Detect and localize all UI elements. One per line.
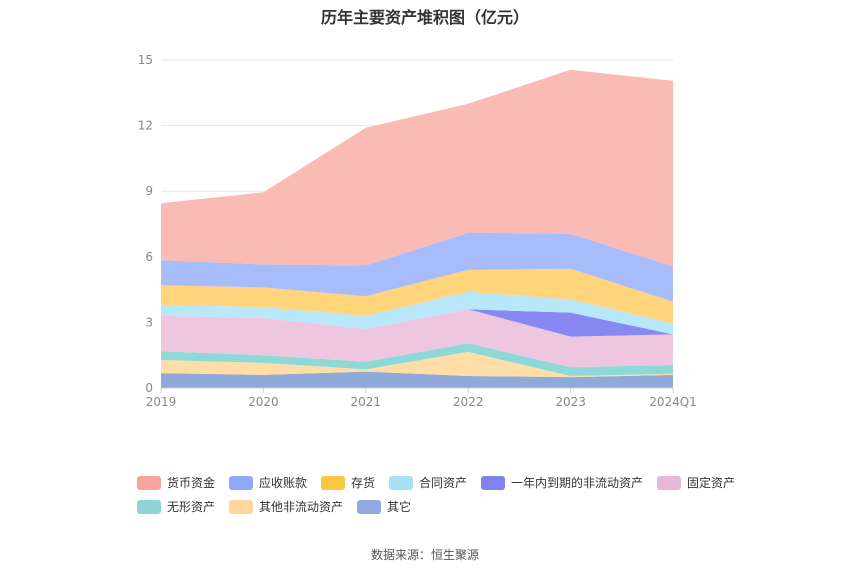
- legend-swatch: [229, 475, 253, 490]
- area-series-3: [161, 343, 673, 376]
- y-tick-label: 6: [145, 250, 153, 264]
- legend-item[interactable]: 货币资金: [137, 474, 215, 491]
- legend-swatch: [137, 499, 161, 514]
- legend-label: 存货: [351, 476, 376, 490]
- legend-swatch: [229, 499, 253, 514]
- axes: 0 3 6 9 12 15 2019 2020 2021 2022 2023 2024Q1: [138, 53, 697, 409]
- x-tick-label: 2024Q1: [649, 395, 697, 409]
- y-tick-label: 0: [145, 381, 153, 395]
- legend-item[interactable]: 其它: [357, 498, 411, 515]
- y-tick-label: 12: [138, 119, 153, 133]
- legend-item[interactable]: 其他非流动资产: [229, 498, 343, 515]
- area-series-4: [161, 309, 673, 368]
- area-series-5: [161, 309, 673, 337]
- legend-swatch: [389, 475, 413, 490]
- area-series-8: [161, 232, 673, 302]
- x-tick-label: 2019: [146, 395, 177, 409]
- legend-swatch: [657, 475, 681, 490]
- y-tick-label: 3: [145, 315, 153, 329]
- x-tick-label: 2022: [453, 395, 484, 409]
- y-tick-label: 15: [138, 53, 153, 67]
- legend-label: 固定资产: [687, 476, 736, 490]
- legend-item[interactable]: 一年内到期的非流动资产: [481, 474, 643, 491]
- legend-item[interactable]: 固定资产: [657, 474, 735, 491]
- area-series-9: [161, 69, 673, 267]
- legend-item[interactable]: 无形资产: [137, 498, 215, 515]
- legend-swatch: [321, 475, 345, 490]
- x-tick-label: 2023: [555, 395, 586, 409]
- area-series-group: [161, 69, 673, 388]
- legend-label: 无形资产: [167, 500, 216, 514]
- y-tick-label: 9: [145, 184, 153, 198]
- legend-item[interactable]: 应收账款: [229, 474, 307, 491]
- area-series-2: [161, 351, 673, 378]
- legend-label: 合同资产: [419, 476, 468, 490]
- legend-item[interactable]: 合同资产: [389, 474, 467, 491]
- data-source: 数据来源：恒生聚源: [370, 548, 479, 562]
- area-series-1: [161, 371, 673, 388]
- legend-label: 货币资金: [167, 476, 216, 490]
- x-tick-label: 2020: [248, 395, 279, 409]
- chart-title: 历年主要资产堆积图（亿元）: [320, 8, 529, 27]
- legend-swatch: [357, 499, 381, 514]
- x-tick-label: 2021: [351, 395, 382, 409]
- legend-label: 一年内到期的非流动资产: [511, 476, 644, 490]
- legend-item[interactable]: 存货: [321, 474, 375, 491]
- legend-label: 应收账款: [259, 476, 308, 490]
- area-series-6: [161, 291, 673, 335]
- legend-label: 其它: [387, 500, 412, 514]
- legend-swatch: [137, 475, 161, 490]
- area-series-7: [161, 268, 673, 324]
- legend-swatch: [481, 475, 505, 490]
- legend-label: 其他非流动资产: [259, 500, 344, 514]
